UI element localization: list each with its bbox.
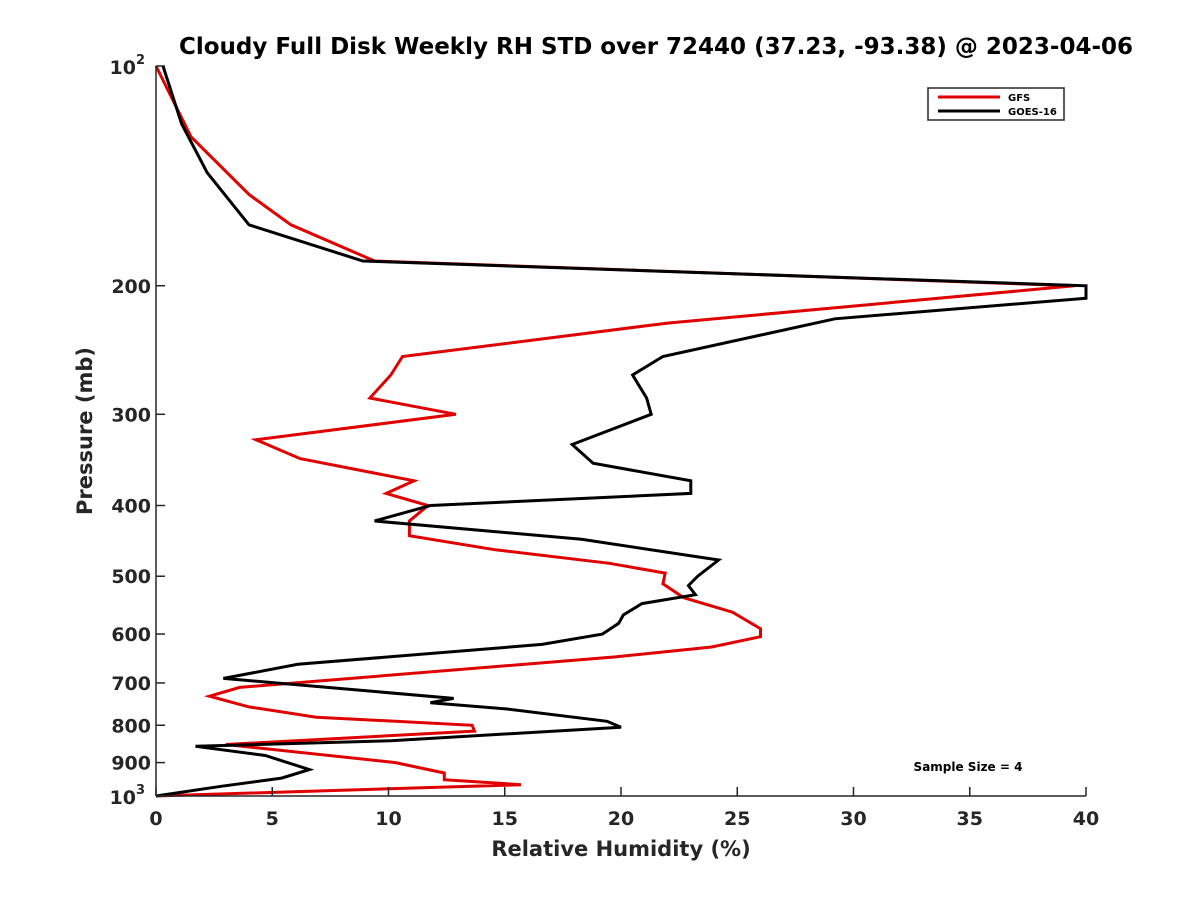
y-tick-label: 400 xyxy=(111,496,151,518)
legend-entry-label: GOES-16 xyxy=(1008,107,1057,118)
y-tick-label: 900 xyxy=(111,753,151,775)
legend-entry-label: GFS xyxy=(1008,93,1030,104)
y-axis-label: Pressure (mb) xyxy=(73,347,97,515)
series-line-goes-16 xyxy=(155,65,1088,798)
x-axis-ticks: 0 5 10 15 20 25 30 35 40 xyxy=(149,787,1099,830)
y-tick-exponent: 2 xyxy=(136,53,145,68)
y-tick-label: 10 xyxy=(110,787,136,809)
y-tick-exponent: 3 xyxy=(136,783,145,798)
y-tick-label: 600 xyxy=(111,624,151,646)
y-tick-label: 800 xyxy=(111,715,151,737)
series-layer xyxy=(154,65,1088,798)
chart-title: Cloudy Full Disk Weekly RH STD over 7244… xyxy=(179,34,1133,60)
x-tick-label: 30 xyxy=(840,808,866,830)
y-tick-label: 10 xyxy=(110,57,136,79)
y-tick-label: 200 xyxy=(111,276,151,298)
legend-box xyxy=(927,87,1065,121)
legend: GFS GOES-16 xyxy=(927,87,1065,121)
y-tick-label: 500 xyxy=(111,566,151,588)
x-tick-label: 40 xyxy=(1073,808,1099,830)
x-tick-label: 15 xyxy=(492,808,518,830)
x-tick-label: 0 xyxy=(149,808,162,830)
y-tick-label: 300 xyxy=(111,404,151,426)
x-tick-label: 5 xyxy=(266,808,279,830)
plot-area xyxy=(156,66,1086,796)
series-line-gfs xyxy=(154,65,1075,798)
x-tick-label: 25 xyxy=(724,808,750,830)
x-tick-label: 20 xyxy=(608,808,634,830)
x-tick-label: 35 xyxy=(957,808,983,830)
x-axis-label: Relative Humidity (%) xyxy=(491,837,750,861)
x-tick-label: 10 xyxy=(375,808,401,830)
y-tick-label: 700 xyxy=(111,673,151,695)
sample-size-annotation: Sample Size = 4 xyxy=(914,760,1023,774)
